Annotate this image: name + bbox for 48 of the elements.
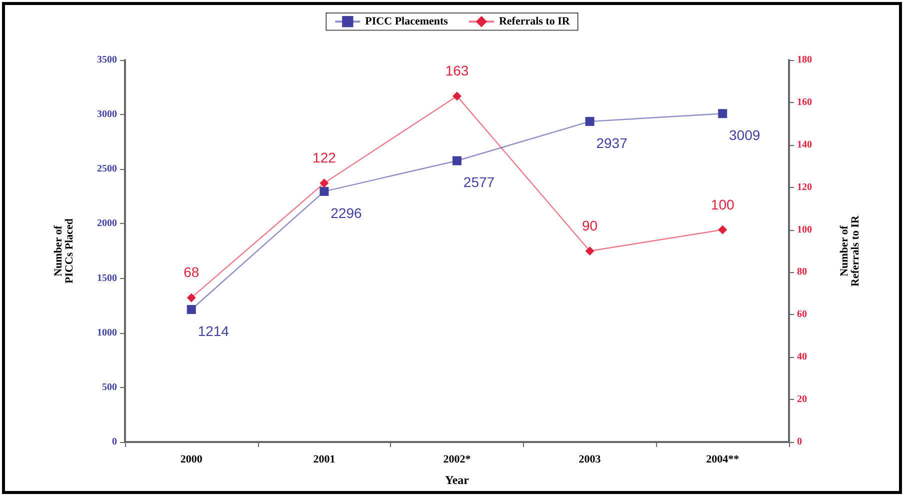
data-label: 163 xyxy=(445,62,469,79)
data-label: 1214 xyxy=(198,323,230,339)
y2-tick-label: 180 xyxy=(797,54,812,66)
y2-tick-label: 80 xyxy=(797,266,807,278)
point xyxy=(718,225,728,234)
x-tick-label: 2000 xyxy=(180,454,203,466)
y-tick-label: 3000 xyxy=(97,109,117,120)
point xyxy=(186,293,196,302)
y2-tick-label: 40 xyxy=(797,352,807,363)
data-label: 100 xyxy=(710,196,734,212)
point xyxy=(452,156,462,166)
point xyxy=(186,305,196,314)
y-axis-title: Number of PICCs Placed xyxy=(52,218,76,284)
y2-tick-label: 0 xyxy=(797,436,802,448)
y-tick-label: 0 xyxy=(112,436,117,448)
y-tick-label: 1500 xyxy=(97,272,117,284)
point xyxy=(320,178,329,188)
point xyxy=(585,116,594,126)
point xyxy=(452,92,462,101)
data-label: 3009 xyxy=(729,127,760,144)
x-tick-label: 2001 xyxy=(313,454,336,466)
x-tick-label: 2003 xyxy=(578,454,602,466)
data-label: 2937 xyxy=(596,134,628,151)
data-label: 2577 xyxy=(463,174,495,190)
y2-tick-label: 60 xyxy=(797,309,807,320)
y-tick-label: 2500 xyxy=(97,164,117,175)
y-tick-label: 3500 xyxy=(97,54,117,66)
data-label: 68 xyxy=(184,264,200,280)
point xyxy=(718,109,728,118)
data-label: 122 xyxy=(312,150,336,166)
y2-tick-label: 140 xyxy=(797,139,812,150)
y2-tick-label: 120 xyxy=(797,182,812,193)
x-tick-label: 2002* xyxy=(443,454,472,466)
y2-tick-label: 160 xyxy=(797,96,812,108)
x-tick-label: 2004** xyxy=(706,454,740,466)
data-label: 90 xyxy=(582,218,598,234)
y-tick-label: 500 xyxy=(102,382,117,393)
y-tick-label: 2000 xyxy=(97,218,117,230)
y2-tick-label: 100 xyxy=(797,224,812,236)
y2-axis-title: Number of Referrals to IR xyxy=(838,214,862,286)
y2-tick-label: 20 xyxy=(797,394,807,406)
data-label: 2296 xyxy=(330,204,362,221)
y-tick-label: 1000 xyxy=(97,327,117,338)
legend-label: Referrals to IR xyxy=(498,16,571,28)
point xyxy=(320,186,329,196)
point xyxy=(585,246,594,256)
legend-label: PICC Placements xyxy=(365,16,449,28)
x-axis-title: Year xyxy=(445,473,470,487)
